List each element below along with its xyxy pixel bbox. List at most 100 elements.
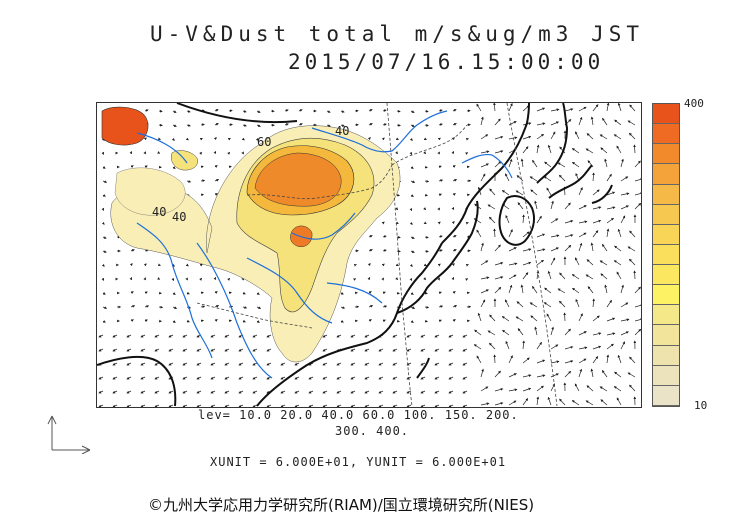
wind-vector-arrow: [592, 332, 602, 336]
unit-label: XUNIT = 6.000E+01, YUNIT = 6.000E+01: [210, 455, 507, 469]
wind-vector-arrow: [126, 376, 132, 380]
wind-vector-arrow: [522, 387, 532, 392]
wind-vector-arrow: [606, 354, 610, 364]
wind-vector-arrow: [101, 207, 105, 211]
wind-vector-arrow: [508, 229, 513, 238]
wind-vector-arrow: [171, 137, 175, 141]
wind-vector-arrow: [620, 215, 626, 224]
wind-vector-arrow: [448, 376, 454, 380]
wind-vector-arrow: [628, 132, 636, 140]
wind-vector-arrow: [534, 326, 538, 336]
colorbar-min-label: 10: [694, 399, 708, 412]
wind-vector-arrow: [488, 216, 496, 224]
wind-vector-arrow: [424, 109, 429, 113]
wind-vector-arrow: [266, 348, 272, 352]
wind-vector-arrow: [476, 355, 482, 364]
wind-vector-arrow: [578, 232, 587, 238]
wind-vector-arrow: [501, 190, 510, 196]
wind-vector-arrow: [255, 137, 259, 141]
wind-vector-arrow: [322, 390, 328, 394]
wind-vector-arrow: [227, 151, 231, 155]
wind-vector-arrow: [508, 136, 518, 140]
wind-vector-arrow: [130, 319, 134, 322]
wind-vector-arrow: [410, 320, 414, 323]
wind-vector-arrow: [536, 215, 542, 224]
wind-vector-arrow: [409, 278, 413, 282]
wind-vector-arrow: [515, 316, 524, 322]
wind-vector-arrow: [602, 117, 608, 126]
wind-vector-arrow: [228, 291, 232, 295]
wind-vector-arrow: [578, 358, 587, 364]
wind-vector-arrow: [294, 390, 300, 394]
wind-vector-arrow: [613, 260, 622, 266]
wind-vector-arrow: [168, 390, 174, 394]
wind-vector-arrow: [322, 376, 328, 380]
wind-vector-arrow: [606, 317, 616, 322]
wind-vector-arrow: [480, 134, 489, 140]
wind-vector-arrow: [326, 124, 331, 127]
wind-vector-arrow: [494, 161, 502, 168]
wind-vector-arrow: [214, 319, 218, 322]
wind-vector-arrow: [280, 390, 286, 394]
wind-vector-arrow: [616, 145, 622, 154]
wind-vector-arrow: [144, 165, 148, 169]
wind-vector-arrow: [140, 348, 146, 352]
wind-vector-arrow: [129, 263, 133, 267]
wind-vector-arrow: [634, 192, 641, 196]
wind-vector-arrow: [476, 103, 482, 112]
wind-vector-arrow: [515, 190, 524, 196]
wind-vector-arrow: [620, 176, 629, 182]
wind-vector-arrow: [508, 121, 517, 126]
wind-vector-arrow: [614, 119, 622, 126]
wind-vector-arrow: [544, 287, 552, 294]
wind-vector-arrow: [392, 348, 398, 352]
wind-vector-arrow: [434, 362, 440, 366]
wind-vector-arrow: [140, 390, 146, 394]
wind-vector-arrow: [378, 348, 384, 352]
wind-vector-arrow: [224, 334, 230, 338]
wind-vector-arrow: [476, 229, 482, 238]
wind-vector-arrow: [228, 319, 232, 323]
wind-vector-arrow: [517, 202, 524, 210]
wind-vector-arrow: [480, 242, 484, 252]
wind-vector-arrow: [182, 404, 188, 407]
wind-vector-arrow: [522, 135, 532, 140]
wind-vector-arrow: [536, 122, 546, 126]
wind-vector-arrow: [505, 214, 510, 224]
wind-vector-arrow: [634, 318, 641, 322]
wind-vector-arrow: [451, 220, 455, 225]
wind-vector-arrow: [214, 165, 218, 168]
wind-vector-arrow: [252, 376, 258, 380]
wind-vector-arrow: [487, 204, 496, 210]
wind-vector-arrow: [480, 386, 489, 392]
wind-vector-arrow: [480, 402, 490, 406]
wind-vector-arrow: [210, 404, 216, 407]
wind-vector-arrow: [410, 124, 415, 127]
wind-vector-arrow: [200, 291, 204, 295]
wind-vector-arrow: [284, 123, 289, 126]
wind-vector-arrow: [196, 390, 202, 394]
wind-vector-arrow: [210, 390, 216, 394]
wind-vector-arrow: [558, 300, 566, 308]
wind-vector-arrow: [437, 263, 441, 267]
wind-vector-arrow: [516, 301, 524, 308]
wind-vector-arrow: [241, 277, 244, 281]
wind-vector-arrow: [409, 263, 413, 268]
wind-vector-arrow: [599, 260, 608, 266]
wind-vector-arrow: [224, 404, 230, 407]
wind-vector-arrow: [340, 319, 344, 323]
wind-vector-arrow: [606, 299, 612, 308]
wind-vector-arrow: [350, 348, 356, 352]
wind-vector-arrow: [424, 249, 429, 253]
wind-vector-arrow: [550, 234, 560, 238]
wind-vector-arrow: [606, 228, 610, 238]
wind-vector-arrow: [185, 277, 188, 281]
wind-vector-arrow: [550, 131, 556, 140]
wind-vector-arrow: [606, 217, 615, 224]
wind-vector-arrow: [409, 152, 413, 156]
wind-vector-arrow: [585, 274, 594, 280]
wind-vector-arrow: [532, 159, 538, 168]
wind-vector-arrow: [522, 357, 530, 364]
wind-vector-arrow: [423, 277, 427, 281]
wind-vector-arrow: [182, 334, 188, 338]
